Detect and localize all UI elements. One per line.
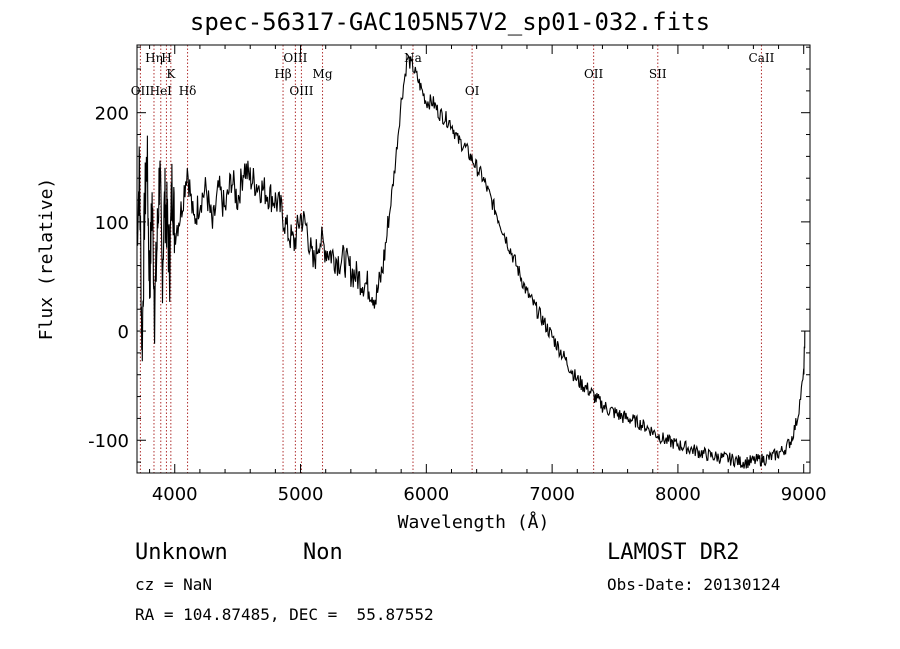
y-tick-label: 100: [95, 213, 129, 234]
spectral-line-label: OIII: [289, 84, 313, 98]
spectral-line-label: OII: [131, 84, 151, 98]
spectrum-line: [136, 55, 806, 469]
spectral-line-label: Hη: [145, 51, 163, 65]
x-tick-label: 5000: [278, 484, 324, 505]
spectral-line-label: SII: [649, 67, 667, 81]
x-tick-label: 8000: [655, 484, 701, 505]
y-axis-label: Flux (relative): [36, 178, 57, 341]
x-axis-label: Wavelength (Å): [398, 511, 550, 533]
y-tick-label: 0: [118, 322, 129, 343]
survey-name: LAMOST DR2: [607, 540, 740, 565]
spectral-line-label: Mg: [313, 67, 333, 81]
spectral-line-label: Hβ: [274, 67, 291, 81]
spectral-line-label: CaII: [749, 51, 775, 65]
spectral-line-label: OI: [465, 84, 480, 98]
object-class: Unknown: [135, 540, 228, 565]
chart-title: spec-56317-GAC105N57V2_sp01-032.fits: [189, 8, 711, 36]
spectral-line-label: Hδ: [179, 84, 197, 98]
spectral-line-label: OIII: [283, 51, 307, 65]
y-tick-label: 200: [95, 104, 129, 125]
spectral-line-label: H: [161, 51, 171, 65]
spectral-line-markers: [139, 45, 762, 473]
axis-ticks: 4000 5000 6000 7000 8000 9000 -100 0 100 200: [88, 45, 827, 505]
x-tick-label: 6000: [403, 484, 449, 505]
plot-frame: [136, 44, 811, 474]
object-subclass: Non: [303, 540, 343, 565]
obs-date-text: Obs-Date: 20130124: [607, 575, 781, 594]
x-tick-label: 7000: [529, 484, 575, 505]
x-tick-label: 4000: [152, 484, 198, 505]
y-tick-label: -100: [88, 431, 129, 452]
spectral-line-label: K: [166, 67, 176, 81]
spectral-line-label: HeI: [150, 84, 173, 98]
spectral-line-label: OII: [584, 67, 604, 81]
redshift-text: cz = NaN: [135, 575, 213, 594]
x-tick-label: 9000: [781, 484, 827, 505]
spectral-line-label: Na: [404, 51, 422, 65]
coordinates-text: RA = 104.87485, DEC = 55.87552: [135, 605, 434, 624]
